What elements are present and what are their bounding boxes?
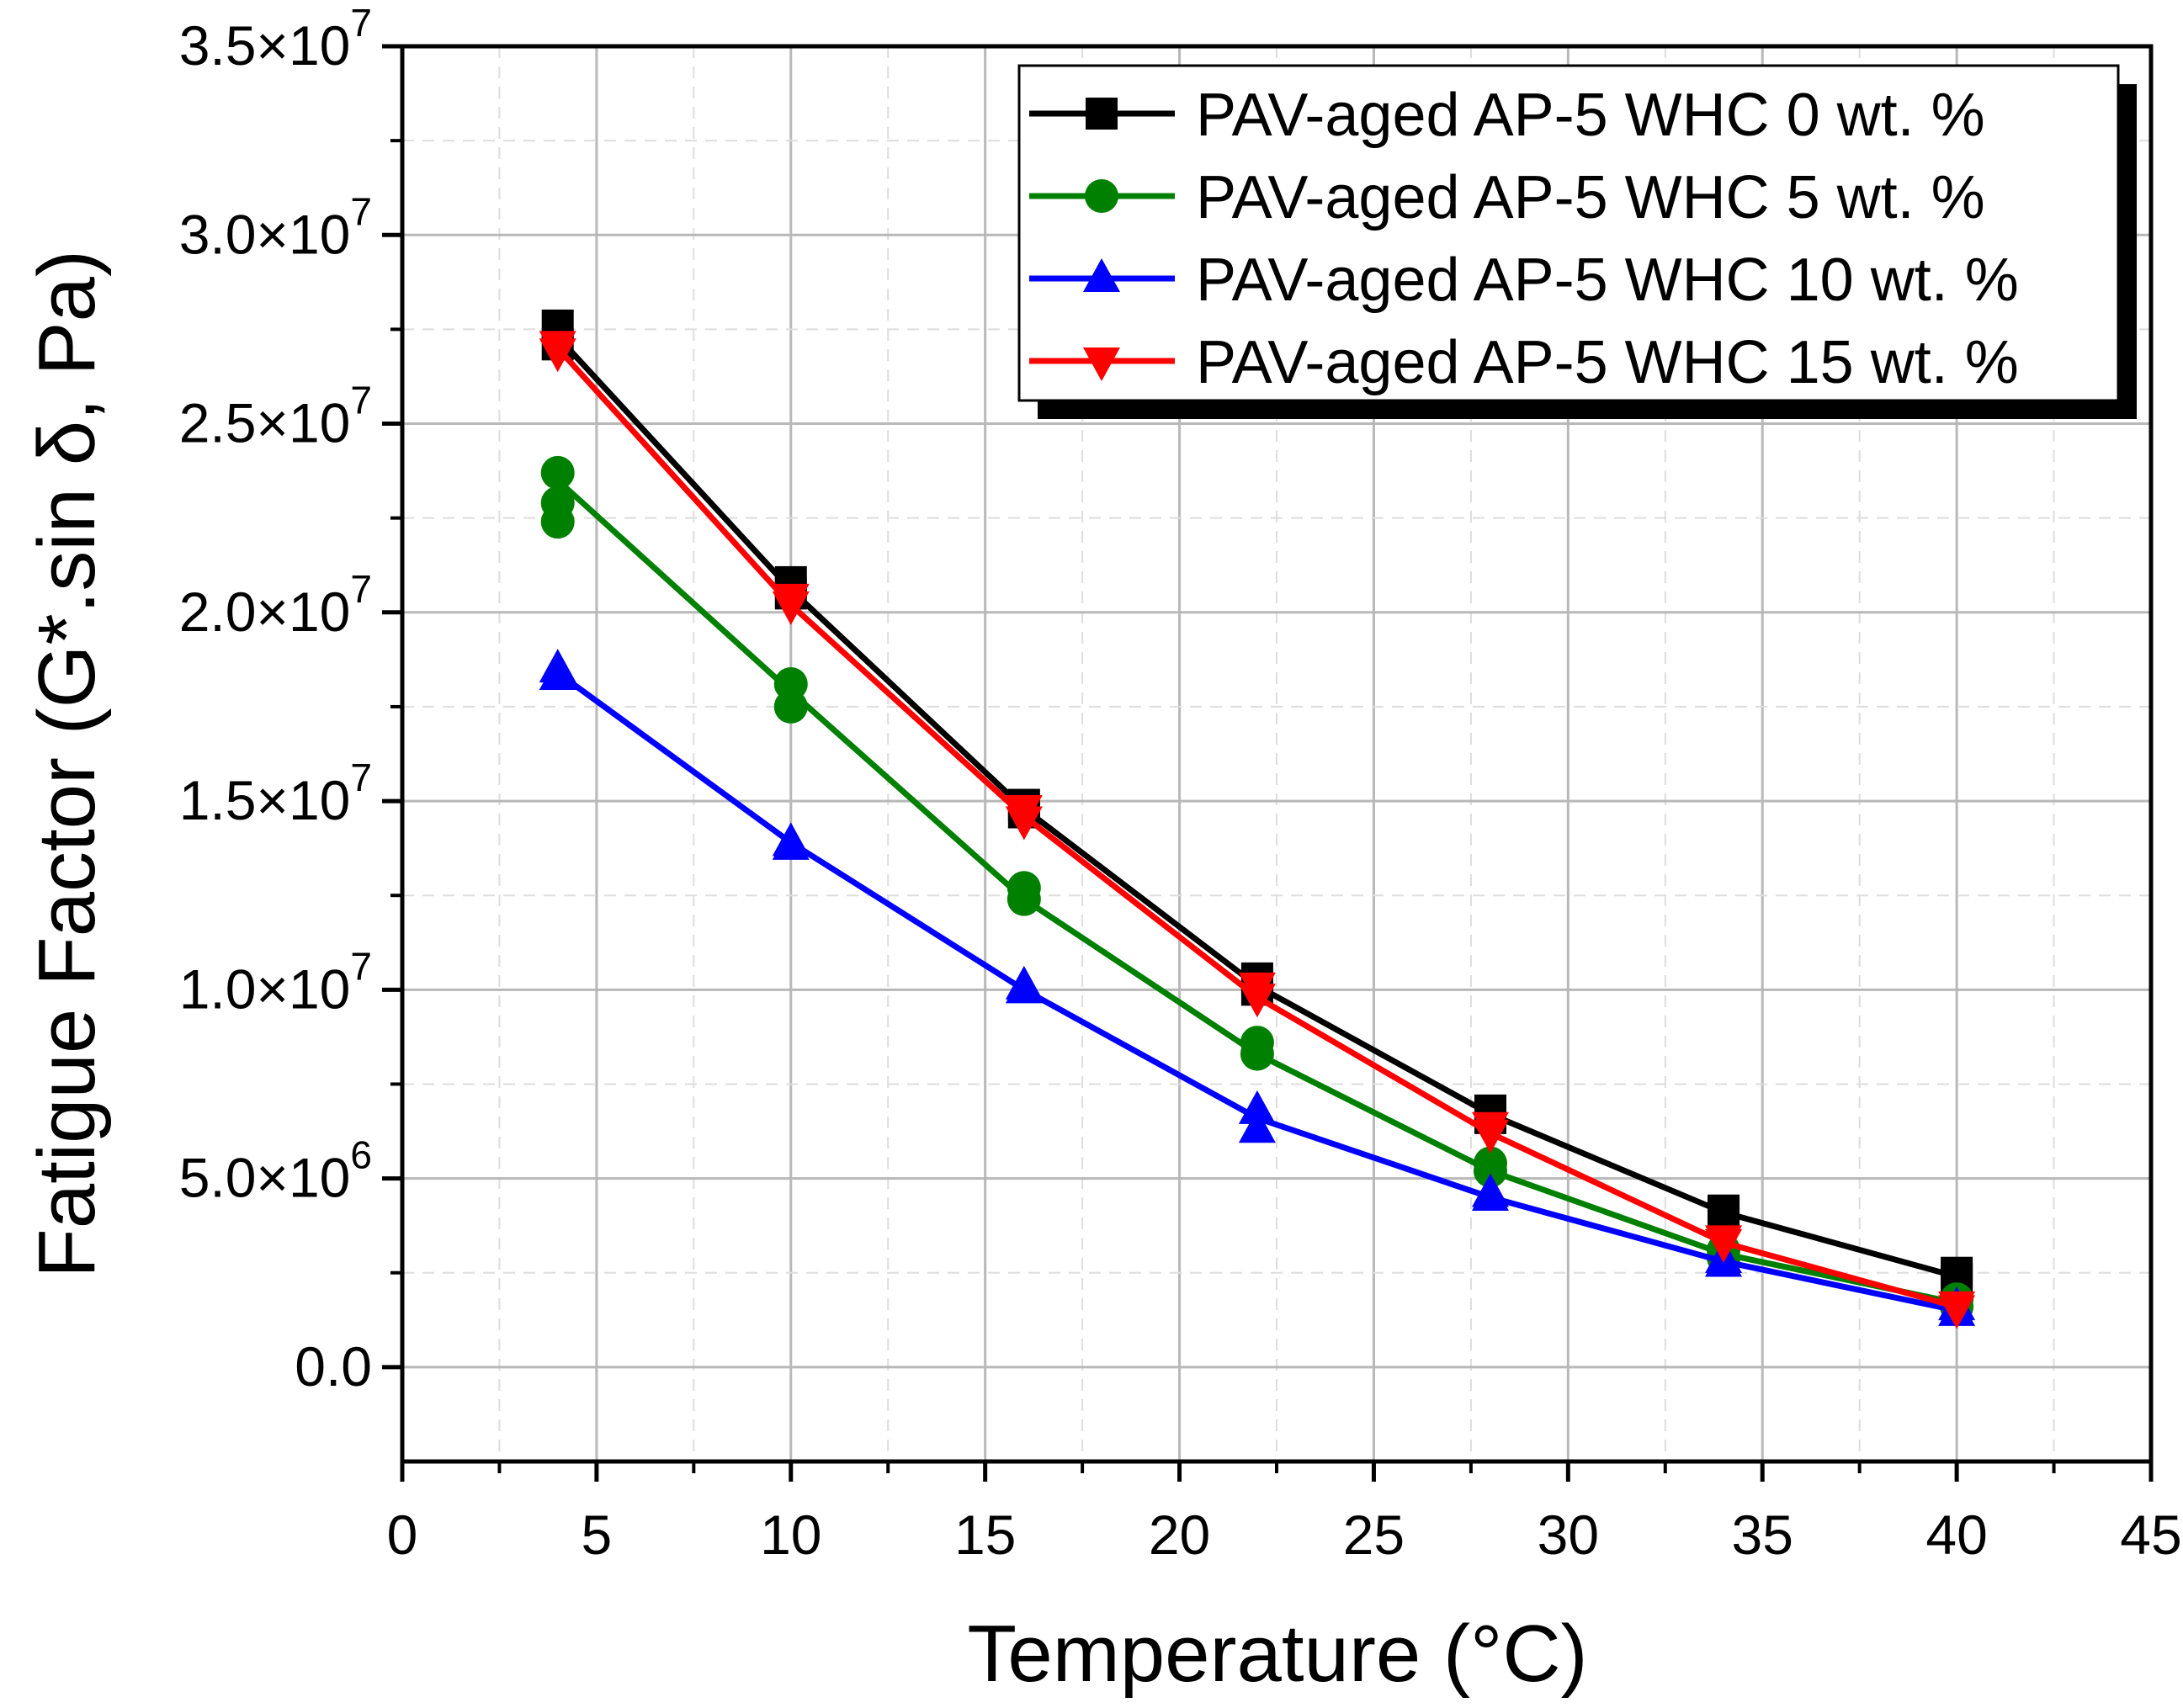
- x-axis-title: Temperature (°C): [967, 1609, 1587, 1699]
- y-tick-label: 2.5×107: [179, 379, 372, 454]
- legend-label: PAV-aged AP-5 WHC 0 wt. %: [1196, 82, 1985, 149]
- data-point: [1471, 1177, 1509, 1212]
- x-tick-label: 20: [1149, 1504, 1210, 1566]
- legend-label: PAV-aged AP-5 WHC 15 wt. %: [1196, 329, 2019, 396]
- data-point: [773, 689, 808, 724]
- legend-marker: [1083, 347, 1120, 381]
- x-tick-label: 25: [1343, 1504, 1405, 1566]
- y-tick-label: 0.0: [295, 1335, 372, 1398]
- legend-marker: [1083, 258, 1120, 292]
- y-tick-label: 3.0×107: [179, 189, 372, 265]
- legend[interactable]: PAV-aged AP-5 WHC 0 wt. % PAV-aged AP-5 W…: [1017, 64, 2137, 419]
- series-3: [539, 331, 1976, 1329]
- data-point: [1708, 1198, 1740, 1231]
- y-tick-label: 1.5×107: [179, 756, 372, 831]
- series-layer: [539, 309, 1976, 1329]
- x-tick-label: 10: [760, 1504, 821, 1566]
- data-point: [539, 338, 576, 373]
- data-point: [1005, 806, 1043, 841]
- legend-item[interactable]: PAV-aged AP-5 WHC 15 wt. %: [1029, 329, 2019, 396]
- data-point: [1705, 1228, 1743, 1263]
- data-point: [772, 591, 810, 625]
- y-tick-label: 1.0×107: [179, 944, 372, 1020]
- ticks: 0 5 10 15 20 25 30 35 40 45 0.0 5.0×106 1.0×107 1.5×1…: [179, 1, 2182, 1566]
- data-point: [1238, 984, 1276, 1018]
- data-point: [1238, 1109, 1276, 1143]
- legend-item[interactable]: PAV-aged AP-5 WHC 10 wt. %: [1029, 247, 2019, 314]
- data-point: [1938, 1295, 1976, 1329]
- x-tick-label: 0: [387, 1504, 418, 1566]
- y-tick-label: 5.0×106: [179, 1133, 372, 1209]
- x-tick-label: 30: [1538, 1504, 1599, 1566]
- x-tick-label: 5: [582, 1504, 613, 1566]
- legend-item[interactable]: PAV-aged AP-5 WHC 0 wt. %: [1029, 82, 1985, 149]
- data-point: [1471, 1119, 1509, 1154]
- data-point: [540, 455, 575, 490]
- data-point: [539, 656, 576, 691]
- legend-marker: [1085, 179, 1118, 213]
- x-tick-label: 40: [1925, 1504, 1987, 1566]
- data-point: [1007, 882, 1041, 916]
- data-point: [540, 505, 575, 539]
- legend-box: [1017, 64, 2120, 402]
- data-point: [1238, 1090, 1276, 1124]
- y-tick-label: 2.0×107: [179, 567, 372, 643]
- legend-marker: [1086, 98, 1118, 130]
- series-1: [540, 455, 1974, 1324]
- legend-label: PAV-aged AP-5 WHC 5 wt. %: [1196, 164, 1985, 231]
- y-tick-label: 3.5×107: [179, 1, 372, 77]
- data-point: [772, 825, 810, 860]
- x-tick-label: 15: [954, 1504, 1016, 1566]
- x-tick-label: 35: [1732, 1504, 1793, 1566]
- x-tick-label: 45: [2120, 1504, 2181, 1566]
- legend-item[interactable]: PAV-aged AP-5 WHC 5 wt. %: [1029, 164, 1985, 231]
- legend-label: PAV-aged AP-5 WHC 10 wt. %: [1196, 247, 2019, 314]
- y-axis-title: Fatigue Factor (G*.sin δ, Pa): [22, 250, 112, 1278]
- data-point: [1473, 1154, 1507, 1188]
- data-point: [1005, 969, 1043, 1004]
- data-point: [1240, 1037, 1274, 1071]
